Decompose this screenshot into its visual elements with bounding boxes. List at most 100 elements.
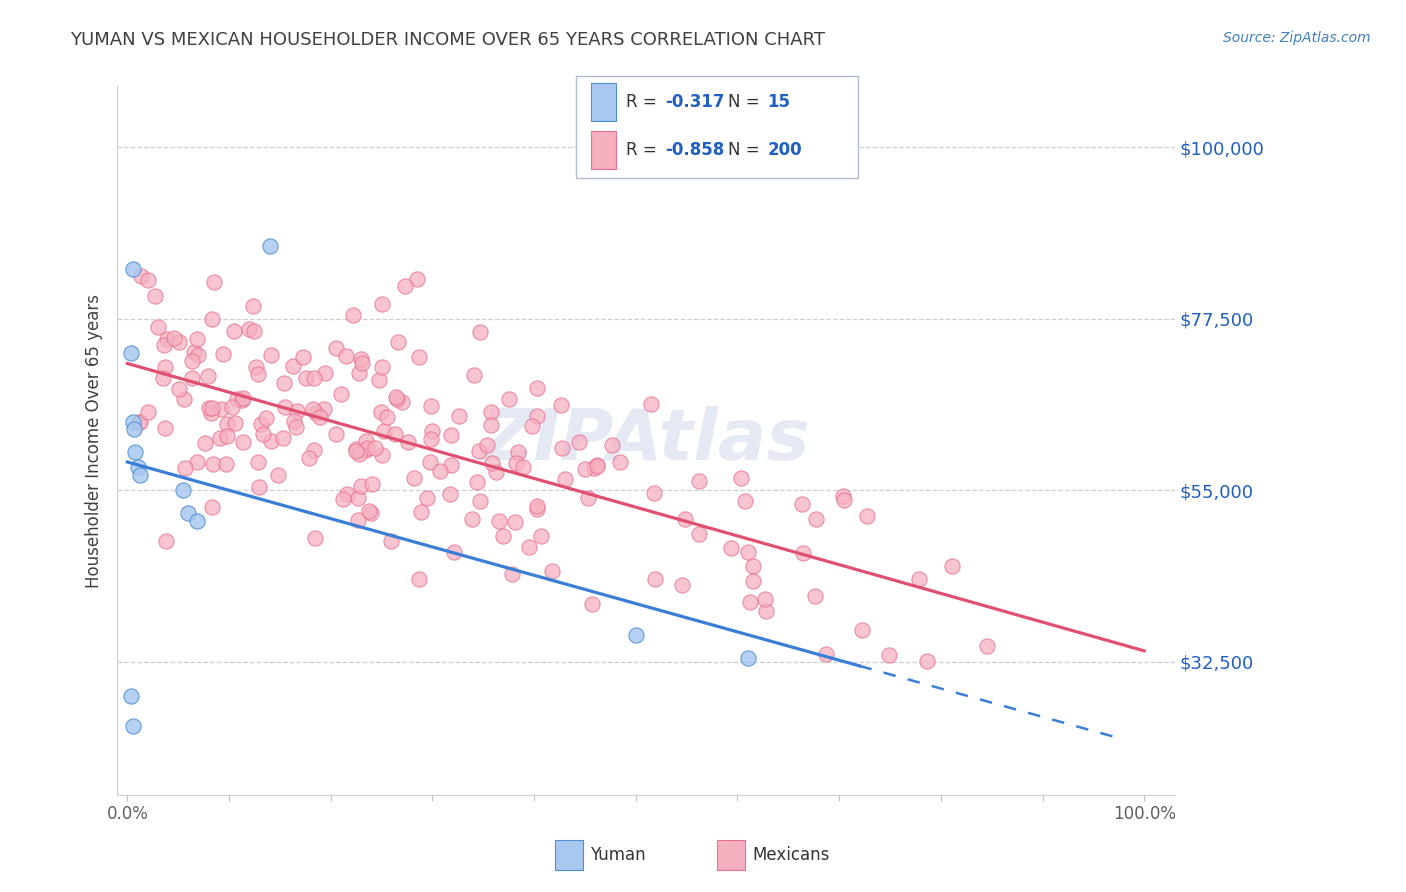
Point [941, 559, 963, 574]
Point [730, 471, 752, 485]
Point [128, 468, 150, 483]
Point [215, 429, 238, 443]
Point [371, 296, 394, 310]
Point [468, 443, 491, 458]
Point [673, 512, 696, 526]
Point [347, 366, 370, 380]
Point [122, 415, 145, 429]
Point [370, 405, 392, 419]
Point [377, 409, 399, 424]
Point [477, 438, 499, 452]
Point [305, 406, 328, 420]
Point [576, 491, 599, 506]
Point [541, 564, 564, 578]
Point [851, 623, 873, 637]
Point [127, 460, 149, 475]
Text: Yuman: Yuman [591, 847, 647, 864]
Point [243, 325, 266, 339]
Text: -0.317: -0.317 [665, 93, 724, 111]
Point [361, 476, 384, 491]
Point [186, 455, 208, 469]
Point [568, 434, 591, 449]
Point [129, 268, 152, 283]
Point [302, 370, 325, 384]
Point [120, 346, 142, 360]
Point [976, 640, 998, 654]
Point [356, 441, 378, 455]
Point [136, 405, 159, 419]
Point [440, 428, 463, 442]
Point [554, 472, 576, 486]
Point [198, 401, 221, 415]
Point [232, 434, 254, 449]
Point [465, 475, 488, 489]
Text: N =: N = [728, 93, 765, 111]
Point [585, 458, 607, 472]
Point [387, 335, 409, 350]
Point [526, 409, 548, 423]
Point [122, 262, 145, 277]
Point [855, 509, 877, 524]
Point [226, 392, 249, 406]
Point [354, 442, 377, 457]
Point [380, 533, 402, 548]
Point [174, 460, 197, 475]
Point [155, 421, 177, 435]
Point [247, 368, 270, 382]
Point [197, 369, 219, 384]
Point [283, 413, 305, 427]
Point [834, 492, 856, 507]
Point [177, 506, 200, 520]
Point [302, 442, 325, 457]
Point [742, 574, 765, 588]
Point [350, 352, 373, 367]
Point [370, 449, 392, 463]
Point [439, 487, 461, 501]
Point [360, 506, 382, 520]
Point [352, 356, 374, 370]
Point [449, 409, 471, 423]
Point [396, 435, 419, 450]
Point [688, 527, 710, 541]
Point [332, 492, 354, 507]
Point [832, 489, 855, 503]
Point [419, 454, 441, 468]
Point [285, 420, 308, 434]
Point [550, 398, 572, 412]
Point [186, 332, 208, 346]
Point [488, 514, 510, 528]
Point [347, 513, 370, 527]
Point [267, 468, 290, 483]
Point [479, 404, 502, 418]
Point [335, 350, 357, 364]
Text: Source: ZipAtlas.com: Source: ZipAtlas.com [1223, 31, 1371, 45]
Point [479, 417, 502, 432]
Point [291, 350, 314, 364]
Point [468, 494, 491, 508]
Point [180, 371, 202, 385]
Point [506, 444, 529, 458]
Point [624, 628, 647, 642]
Point [429, 464, 451, 478]
Point [915, 654, 938, 668]
Point [609, 454, 631, 468]
Point [285, 404, 308, 418]
Point [259, 348, 281, 362]
Point [295, 371, 318, 385]
Point [254, 410, 277, 425]
Text: ZIPAtlas: ZIPAtlas [482, 406, 810, 475]
Point [530, 529, 553, 543]
Point [173, 392, 195, 407]
Point [373, 424, 395, 438]
Point [128, 415, 150, 429]
Point [344, 442, 367, 456]
Point [252, 427, 274, 442]
Point [201, 401, 224, 416]
Point [298, 451, 321, 466]
Point [385, 390, 408, 404]
Point [877, 648, 900, 662]
Point [409, 505, 432, 519]
Point [124, 445, 146, 459]
Text: R =: R = [626, 93, 662, 111]
Point [742, 559, 765, 574]
